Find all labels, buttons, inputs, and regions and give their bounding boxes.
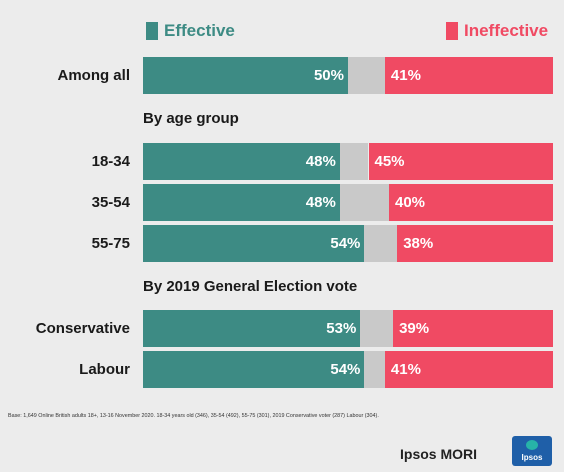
bar-effective: [143, 310, 361, 347]
ipsos-logo-icon: Ipsos: [512, 436, 552, 466]
data-label-ineffective: 39%: [399, 320, 430, 337]
brand-name: Ipsos MORI: [400, 446, 478, 462]
logo-text: Ipsos: [521, 453, 543, 462]
row-label: 35-54: [91, 194, 130, 211]
legend-effective-swatch: [146, 22, 158, 40]
bar-ineffective: [368, 143, 553, 180]
data-label-ineffective: 41%: [390, 361, 421, 378]
bar-neutral: [364, 351, 385, 388]
bar-ineffective: [384, 351, 553, 388]
bar-neutral: [339, 143, 369, 180]
data-label-effective: 53%: [326, 320, 357, 337]
section-heading: By age group: [143, 110, 239, 127]
base-note: Base: 1,649 Online British adults 18+, 1…: [8, 413, 379, 419]
data-label-effective: 54%: [330, 361, 361, 378]
logo-dot-icon: [526, 440, 538, 450]
bar-ineffective: [393, 310, 553, 347]
bar-effective: [143, 143, 340, 180]
bar-effective: [143, 57, 348, 94]
legend-effective: Effective: [146, 20, 235, 42]
row-label: Conservative: [35, 320, 130, 337]
data-label-effective: 48%: [305, 153, 336, 170]
data-label-ineffective: 45%: [374, 153, 405, 170]
data-label-ineffective: 41%: [390, 67, 421, 84]
legend-ineffective-swatch: [446, 22, 458, 40]
data-label-ineffective: 38%: [403, 235, 434, 252]
bar-neutral: [339, 184, 389, 221]
bar-ineffective: [397, 225, 553, 262]
row-label: Among all: [57, 67, 130, 84]
bar-effective: [143, 225, 365, 262]
data-label-effective: 48%: [305, 194, 336, 211]
data-label-ineffective: 40%: [395, 194, 426, 211]
bar-ineffective: [389, 184, 553, 221]
row-label: 18-34: [91, 153, 130, 170]
row-label: 55-75: [91, 235, 130, 252]
legend-effective-label: Effective: [164, 21, 235, 40]
data-label-effective: 54%: [330, 235, 361, 252]
row-label: Labour: [79, 361, 130, 378]
bar-effective: [143, 351, 365, 388]
legend-ineffective: Ineffective: [446, 20, 548, 42]
bar-neutral: [364, 225, 398, 262]
data-label-effective: 50%: [313, 67, 344, 84]
bar-neutral: [360, 310, 394, 347]
bar-effective: [143, 184, 340, 221]
section-heading: By 2019 General Election vote: [143, 278, 358, 295]
bar-ineffective: [384, 57, 553, 94]
legend-ineffective-label: Ineffective: [464, 21, 549, 40]
bar-neutral: [348, 57, 385, 94]
